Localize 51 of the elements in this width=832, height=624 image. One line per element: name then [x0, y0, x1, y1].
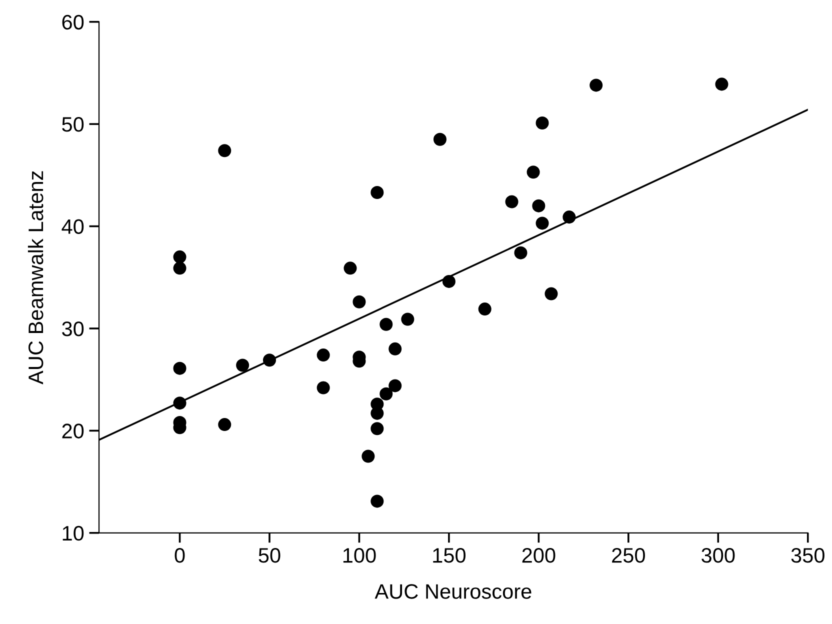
- point: [562, 210, 576, 224]
- x-tick-label: 0: [174, 548, 185, 563]
- point: [344, 262, 357, 275]
- point: [370, 494, 384, 508]
- point: [370, 406, 384, 420]
- x-tick-label: 50: [258, 548, 280, 563]
- point: [526, 166, 540, 179]
- x-tick-label: 350: [791, 548, 824, 563]
- point: [370, 186, 384, 200]
- point: [478, 302, 492, 316]
- point: [388, 379, 402, 392]
- point: [218, 418, 232, 432]
- point: [544, 287, 558, 300]
- point: [536, 116, 549, 130]
- point: [401, 312, 414, 326]
- point: [514, 246, 528, 260]
- point: [442, 274, 456, 288]
- y-tick-label: 50: [62, 117, 84, 132]
- point: [362, 450, 375, 463]
- point: [715, 78, 728, 91]
- point: [433, 132, 446, 146]
- point: [388, 342, 402, 356]
- point: [536, 216, 549, 230]
- point: [590, 78, 603, 92]
- x-tick-label: 200: [522, 548, 556, 563]
- x-tick-label: 300: [702, 548, 735, 563]
- y-tick-label: 60: [62, 14, 84, 30]
- point: [380, 318, 393, 331]
- point: [352, 295, 366, 308]
- point: [262, 354, 276, 367]
- point: [380, 387, 393, 400]
- y-tick-label: 40: [62, 219, 84, 234]
- point: [173, 262, 186, 275]
- y-axis-title: AUC Beamwalk Latenz: [28, 171, 44, 384]
- point: [532, 199, 546, 212]
- point: [370, 422, 384, 436]
- y-tick-label: 10: [62, 526, 84, 541]
- x-tick-label: 100: [343, 548, 376, 563]
- point: [173, 396, 186, 410]
- point: [218, 144, 232, 158]
- point: [173, 250, 186, 264]
- y-tick-label: 30: [62, 321, 84, 336]
- point: [173, 362, 186, 375]
- x-axis-title: AUC Neuroscore: [374, 584, 532, 599]
- x-tick-label: 150: [433, 548, 466, 563]
- point: [236, 358, 250, 372]
- point: [316, 348, 330, 362]
- point: [505, 195, 518, 208]
- y-tick-label: 20: [62, 424, 84, 438]
- x-tick-label: 250: [612, 548, 645, 563]
- point: [316, 381, 330, 394]
